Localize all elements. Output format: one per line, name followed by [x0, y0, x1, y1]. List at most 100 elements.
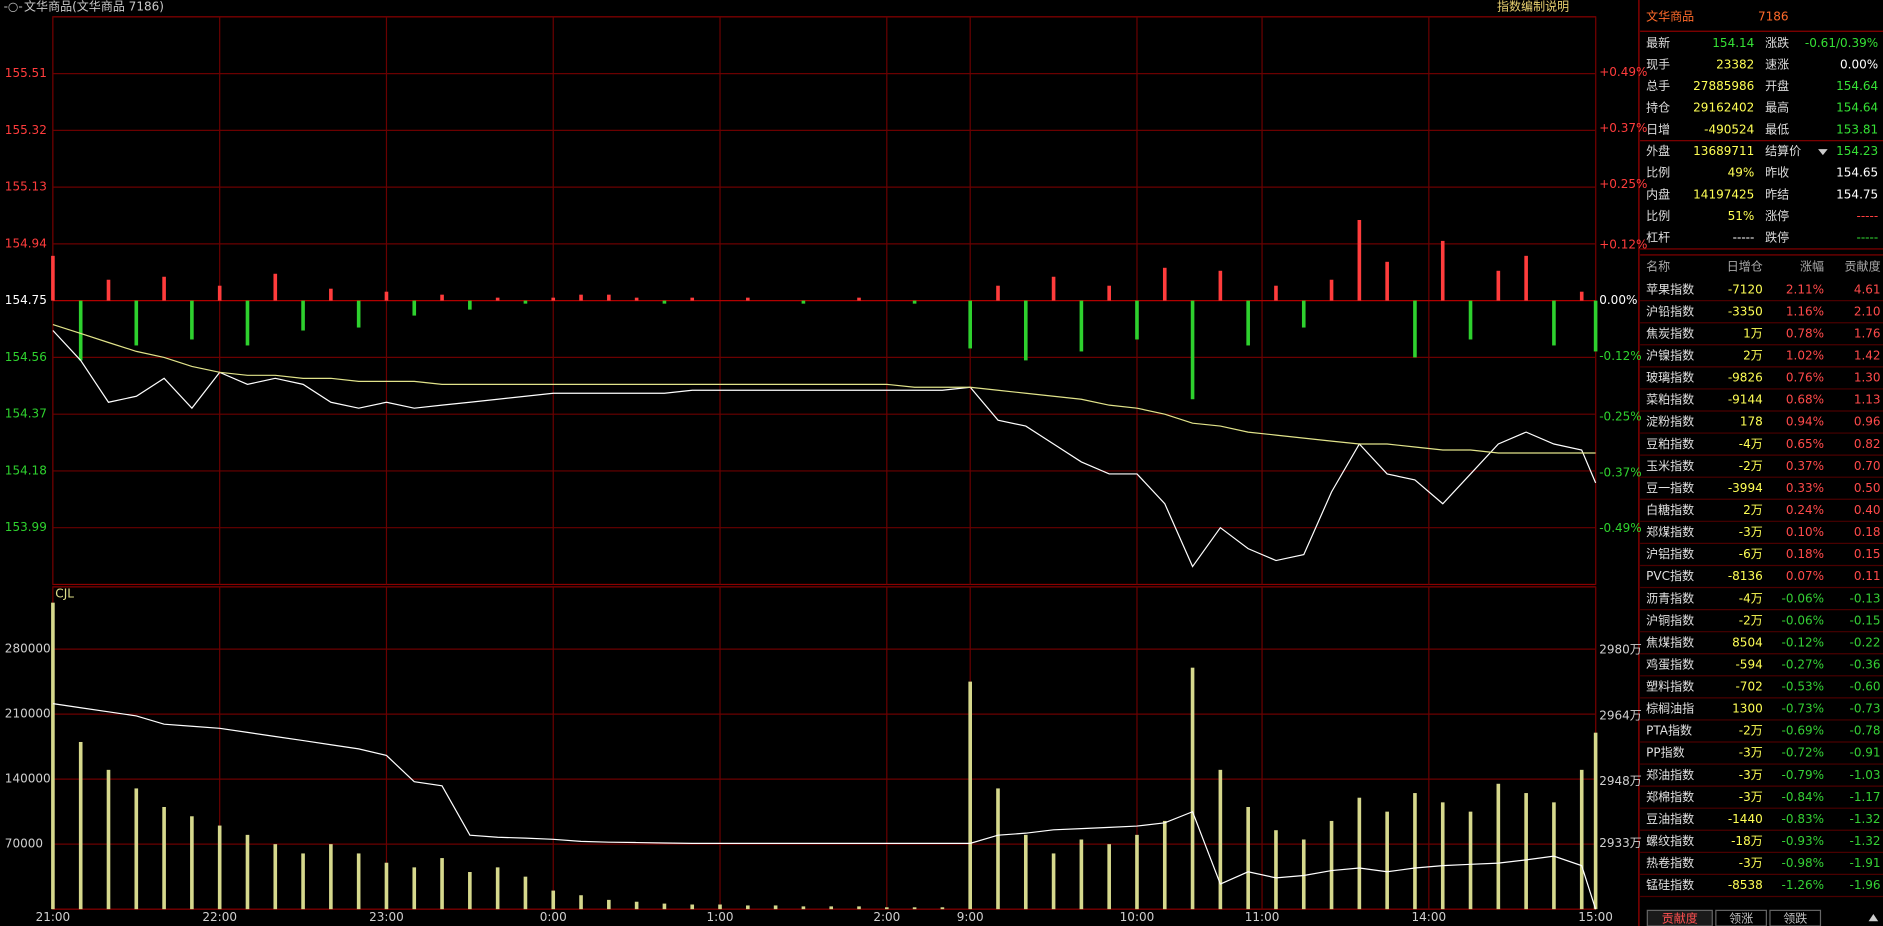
bar	[773, 905, 778, 910]
bar	[885, 907, 889, 910]
tab-label[interactable]: 领跌	[1783, 910, 1807, 925]
y2-tick-label: 0.00%	[1599, 293, 1637, 307]
bar	[634, 901, 639, 910]
table-cell[interactable]: PTA指数	[1646, 723, 1692, 738]
bar	[495, 867, 500, 910]
table-cell[interactable]: 沪铅指数	[1646, 303, 1694, 318]
dropdown-arrow[interactable]	[1818, 149, 1828, 156]
bar	[1593, 300, 1598, 352]
y2-tick-label: +0.49%	[1599, 65, 1647, 79]
bar	[1593, 732, 1598, 910]
bar	[1385, 261, 1389, 301]
table-cell: -3994	[1728, 481, 1763, 495]
bar	[1440, 240, 1445, 301]
y-tick-label: 154.94	[5, 236, 47, 250]
tab-label[interactable]: 领涨	[1729, 910, 1753, 925]
index-note-link[interactable]: 指数编制说明	[1497, 0, 1569, 14]
table-cell[interactable]: 塑料指数	[1646, 679, 1694, 694]
table-cell[interactable]: 淀粉指数	[1646, 414, 1694, 429]
bar	[356, 300, 361, 328]
table-cell[interactable]: 苹果指数	[1646, 281, 1694, 296]
y-tick-label: 153.99	[5, 520, 47, 534]
bar	[607, 294, 611, 301]
table-cell[interactable]: 玻璃指数	[1646, 370, 1694, 385]
quote-label: 总手	[1646, 79, 1670, 93]
table-cell[interactable]: 焦炭指数	[1646, 325, 1694, 340]
table-cell: 0.33%	[1786, 481, 1824, 495]
table-cell[interactable]: 棕榈油指	[1646, 701, 1694, 716]
bar	[106, 769, 111, 910]
table-cell[interactable]: 沪镍指数	[1646, 348, 1694, 363]
table-cell[interactable]: 沪铝指数	[1646, 546, 1694, 561]
quote-value: -----	[1857, 231, 1879, 245]
table-cell[interactable]: 鸡蛋指数	[1646, 656, 1694, 671]
table-cell[interactable]: 玉米指数	[1646, 458, 1694, 473]
bar	[579, 895, 583, 910]
quote-value: 154.23	[1836, 144, 1878, 158]
table-cell[interactable]: 豆油指数	[1646, 811, 1694, 826]
bar	[1329, 820, 1334, 910]
bar	[523, 876, 528, 910]
quote-label: 结算价	[1765, 143, 1801, 158]
table-cell[interactable]: 热卷指数	[1646, 855, 1694, 870]
table-cell[interactable]: 菜粕指数	[1646, 392, 1694, 407]
bar	[440, 294, 444, 301]
y2-tick-label: -0.12%	[1599, 349, 1642, 363]
tab[interactable]	[1715, 909, 1767, 926]
table-cell[interactable]: 郑煤指数	[1646, 524, 1694, 539]
table-cell: 1.76	[1854, 326, 1881, 340]
bar	[245, 300, 250, 346]
table-cell: -0.73	[1850, 702, 1881, 716]
table-cell: 2.11%	[1786, 282, 1824, 296]
panel-code: 7186	[1758, 9, 1789, 23]
table-cell[interactable]: 郑棉指数	[1646, 789, 1694, 804]
table-cell: -3万	[1739, 790, 1763, 804]
table-cell: 1.02%	[1786, 349, 1824, 363]
bar	[1218, 270, 1223, 301]
table-cell[interactable]: PVC指数	[1646, 568, 1694, 583]
table-cell[interactable]: 豆一指数	[1646, 480, 1694, 495]
bar	[1051, 276, 1056, 301]
table-cell: -8136	[1728, 569, 1763, 583]
table-cell[interactable]: 沪铜指数	[1646, 612, 1694, 627]
table-cell: -2万	[1739, 613, 1763, 627]
bar	[356, 853, 361, 910]
quote-label: 比例	[1646, 209, 1670, 223]
table-cell[interactable]: 郑油指数	[1646, 767, 1694, 782]
table-cell[interactable]: 沥青指数	[1646, 590, 1694, 605]
bar	[857, 906, 861, 910]
bar	[1246, 806, 1250, 910]
bar	[1468, 300, 1473, 340]
bar	[1051, 853, 1056, 910]
table-cell[interactable]: 焦煤指数	[1646, 634, 1694, 649]
quote-value: -490524	[1704, 122, 1754, 136]
quote-value: 29162402	[1693, 101, 1754, 115]
bar	[718, 904, 722, 910]
symbol-icon: -○-	[4, 0, 23, 14]
bar	[1496, 270, 1501, 301]
tab-label[interactable]: 贡献度	[1662, 910, 1698, 925]
bar	[746, 297, 750, 301]
quote-label: 杠杆	[1646, 230, 1670, 245]
table-cell: -1.17	[1850, 790, 1881, 804]
table-cell[interactable]: PP指数	[1646, 745, 1685, 760]
bar	[273, 273, 278, 301]
tab[interactable]	[1646, 909, 1713, 926]
bar	[440, 858, 444, 910]
table-cell: -1.91	[1850, 856, 1881, 870]
table-cell: 0.15	[1854, 547, 1881, 561]
bar	[1107, 285, 1111, 301]
table-cell[interactable]: 豆粕指数	[1646, 436, 1694, 451]
table-header: 涨幅	[1800, 258, 1824, 273]
bar	[134, 788, 139, 910]
bar	[1301, 300, 1306, 328]
table-cell[interactable]: 螺纹指数	[1646, 833, 1694, 848]
bar	[912, 907, 917, 910]
scroll-arrow[interactable]	[1868, 913, 1879, 922]
quote-value: -0.61/0.39%	[1805, 36, 1878, 50]
bar	[996, 285, 1000, 301]
tab[interactable]	[1769, 909, 1822, 926]
table-cell[interactable]: 白糖指数	[1646, 502, 1694, 517]
table-cell[interactable]: 锰硅指数	[1646, 877, 1694, 892]
bar	[1023, 300, 1028, 361]
